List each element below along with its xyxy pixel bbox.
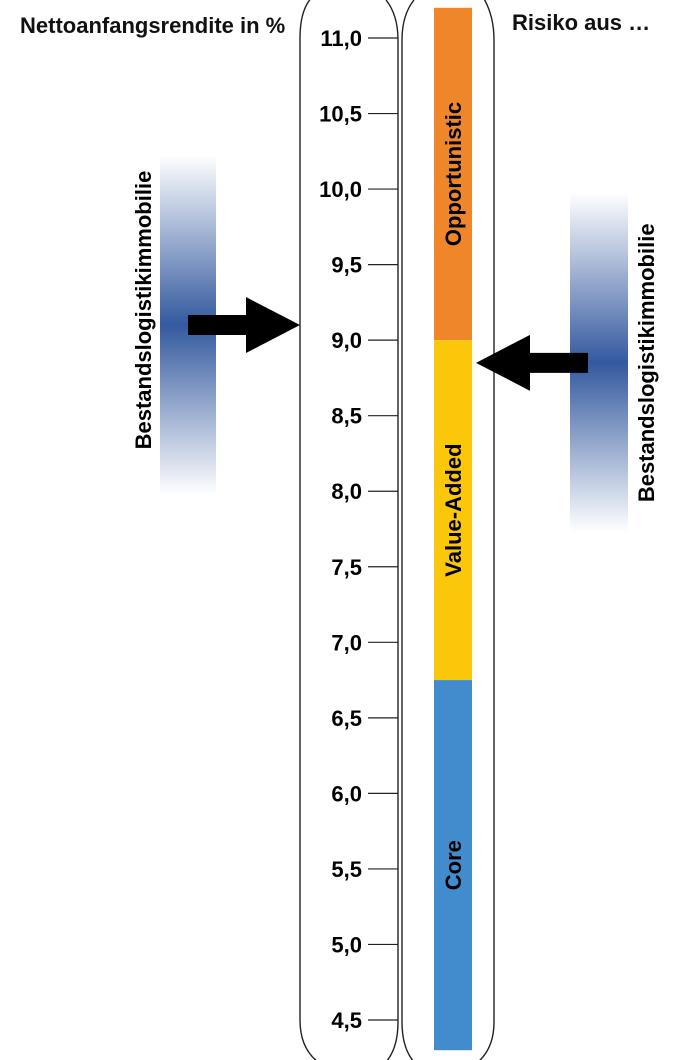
risk-axis-title: Risiko aus … xyxy=(512,10,651,35)
marker-label-right: Bestandslogistikimmobilie xyxy=(634,223,659,502)
risk-band-label: Value-Added xyxy=(441,443,466,576)
tick-label: 7,0 xyxy=(331,630,362,655)
risk-right-edge xyxy=(479,0,495,1060)
scale-right-edge xyxy=(385,0,399,1060)
tick-label: 5,5 xyxy=(331,857,362,882)
arrow-left-icon xyxy=(476,334,588,391)
tick-label: 4,5 xyxy=(331,1008,362,1033)
tick-label: 7,5 xyxy=(331,555,362,580)
tick-label: 6,5 xyxy=(331,706,362,731)
tick-label: 10,0 xyxy=(319,177,362,202)
risk-band-opportunistic xyxy=(434,7,472,341)
tick-label: 10,5 xyxy=(319,102,362,127)
arrow-right-icon xyxy=(188,297,300,354)
risk-band-core xyxy=(434,680,472,1051)
tick-label: 9,5 xyxy=(331,253,362,278)
tick-label: 8,5 xyxy=(331,404,362,429)
risk-band-label: Opportunistic xyxy=(441,102,466,246)
risk-left-edge xyxy=(401,0,415,1060)
risk-band-label: Core xyxy=(441,840,466,890)
scale-left-edge xyxy=(299,0,317,1060)
risk-band-value-added xyxy=(434,340,472,681)
tick-label: 9,0 xyxy=(331,328,362,353)
tick-label: 5,0 xyxy=(331,932,362,957)
tick-label: 6,0 xyxy=(331,781,362,806)
marker-label-left: Bestandslogistikimmobilie xyxy=(131,171,156,450)
tick-label: 8,0 xyxy=(331,479,362,504)
y-axis-title: Nettoanfangsrendite in % xyxy=(20,13,286,38)
tick-label: 11,0 xyxy=(320,26,362,51)
